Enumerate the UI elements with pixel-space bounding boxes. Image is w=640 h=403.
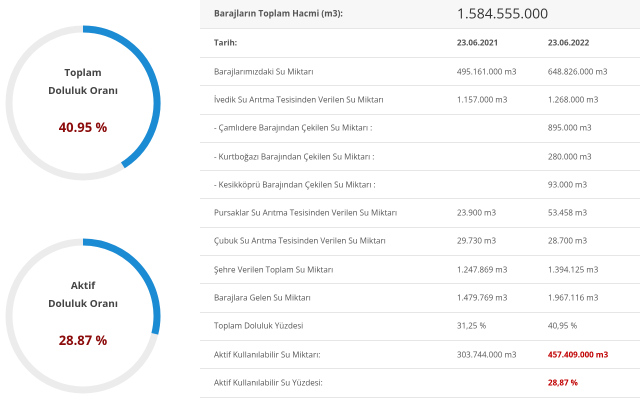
cell: Çubuk Su Arıtma Tesisinden Verilen Su Mi… — [214, 235, 386, 247]
table-row: Çubuk Su Arıtma Tesisinden Verilen Su Mi… — [200, 228, 640, 257]
cell: - Çamlıdere Barajından Çekilen Su Miktar… — [214, 122, 373, 134]
cell: - Kurtboğazı Barajından Çekilen Su Mikta… — [214, 151, 375, 163]
cell: 1.157.000 m3 — [457, 94, 508, 106]
cell: 303.744.000 m3 — [457, 349, 517, 361]
cell: 23.900 m3 — [457, 207, 497, 219]
gauge-value: 28.87 % — [59, 331, 108, 349]
cell: 1.268.000 m3 — [548, 94, 599, 106]
cell: Barajlarımızdaki Su Miktarı — [214, 66, 314, 78]
cell: Şehre Verilen Toplam Su Miktarı — [214, 264, 334, 276]
cell: Tarih: — [214, 37, 238, 49]
cell: 1.479.769 m3 — [457, 292, 508, 304]
gauges: Toplam Doluluk Oranı 40.95 % Aktif Doluluk O… — [5, 25, 161, 394]
cell: 495.161.000 m3 — [457, 66, 517, 78]
cell: 31,25 % — [457, 320, 487, 332]
table-row: Barajların Toplam Hacmi (m3): 1.584.555.0… — [200, 0, 640, 29]
table-row: Barajlarımızdaki Su Miktarı 495.161.000 m… — [200, 58, 640, 87]
table-row: İvedik Su Arıtma Tesisinden Verilen Su M… — [200, 86, 640, 115]
cell: 1.394.125 m3 — [548, 264, 599, 276]
cell: 1.247.869 m3 — [457, 264, 508, 276]
cell: Pursaklar Su Arıtma Tesisinden Verilen S… — [214, 207, 398, 219]
cell: 23.06.2022 — [548, 37, 590, 49]
table: Barajların Toplam Hacmi (m3): 1.584.555.0… — [200, 0, 640, 398]
cell: 29.730 m3 — [457, 235, 497, 247]
gauge-arc — [82, 238, 161, 335]
cell: İvedik Su Arıtma Tesisinden Verilen Su M… — [214, 94, 384, 106]
cell: 457.409.000 m3 — [548, 349, 609, 361]
gauge-arc — [82, 25, 161, 169]
cell: 1.584.555.000 — [457, 4, 549, 24]
cell: 648.826.000 m3 — [548, 66, 608, 78]
cell: 93.000 m3 — [548, 179, 588, 191]
table-row: Toplam Doluluk Yüzdesi 31,25 % 40,95 % — [200, 313, 640, 341]
table-row: Aktif Kullanılabilir Su Miktarı: 303.744.… — [200, 341, 640, 370]
gauge-subtitle: Doluluk Oranı — [48, 83, 118, 97]
cell: Toplam Doluluk Yüzdesi — [214, 320, 304, 332]
table-row: - Çamlıdere Barajından Çekilen Su Miktar… — [200, 115, 640, 143]
cell: - Kesikköprü Barajından Çekilen Su Mikta… — [214, 179, 376, 191]
table-row: Pursaklar Su Arıtma Tesisinden Verilen S… — [200, 199, 640, 228]
table-row: Tarih: 23.06.2021 23.06.2022 — [200, 29, 640, 58]
cell: Aktif Kullanılabilir Su Miktarı: — [214, 349, 321, 361]
cell: 1.967.116 m3 — [548, 292, 599, 304]
gauge-title: Aktif — [71, 278, 96, 292]
cell: 280.000 m3 — [548, 151, 592, 163]
cell: 40,95 % — [548, 320, 578, 332]
table-row: - Kurtboğazı Barajından Çekilen Su Mikta… — [200, 143, 640, 172]
gauge-value: 40.95 % — [59, 118, 108, 136]
cell: 28.700 m3 — [548, 235, 588, 247]
gauge-title: Toplam — [64, 65, 101, 79]
gauge-subtitle: Doluluk Oranı — [48, 296, 118, 310]
cell: 23.06.2021 — [457, 37, 499, 49]
cell: Aktif Kullanılabilir Su Yüzdesi: — [214, 377, 323, 389]
cell: Barajlara Gelen Su Miktarı — [214, 292, 311, 304]
table-row: Barajlara Gelen Su Miktarı 1.479.769 m3 1.… — [200, 284, 640, 313]
table-row: Şehre Verilen Toplam Su Miktarı 1.247.869… — [200, 256, 640, 285]
cell: Barajların Toplam Hacmi (m3): — [214, 8, 343, 20]
cell: 53.458 m3 — [548, 207, 588, 219]
cell: 895.000 m3 — [548, 122, 592, 134]
cell: 28,87 % — [548, 377, 578, 389]
table-row: - Kesikköprü Barajından Çekilen Su Mikta… — [200, 171, 640, 200]
table-row: Aktif Kullanılabilir Su Yüzdesi: 28,87 % — [200, 369, 640, 398]
